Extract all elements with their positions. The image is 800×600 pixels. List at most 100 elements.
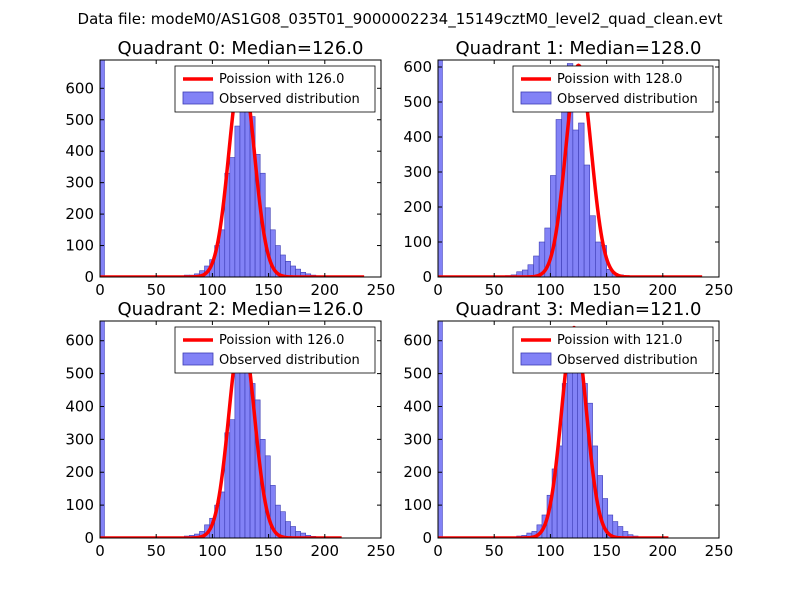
histogram-bar (595, 241, 602, 277)
y-tick-label: 0 (422, 268, 432, 286)
legend: Poission with 121.0 Observed distribution (512, 326, 714, 374)
histogram-bar (285, 260, 291, 277)
legend: Poission with 126.0 Observed distribution (174, 65, 376, 113)
x-tick-label: 200 (310, 542, 339, 560)
legend-bar-swatch (520, 91, 552, 105)
y-tick-label: 400 (403, 397, 432, 415)
histogram-bar (239, 97, 246, 277)
y-tick-label: 100 (65, 496, 94, 514)
y-tick-label: 200 (65, 463, 94, 481)
edge-bar (100, 321, 105, 538)
subplots-grid: 0 50 100 150 200 2500100200300400500600Quadra… (65, 38, 733, 560)
legend-bar-swatch (182, 352, 214, 366)
quadrant-2-plot: 0 50 100 150 200 250 0 100 200 300 400 500 600 Quadra… (65, 299, 395, 560)
histogram-bar (234, 366, 241, 538)
histogram-bar (239, 347, 246, 538)
y-tick-label: 300 (65, 430, 94, 448)
quadrant-title: Quadrant 1: Median=128.0 (456, 38, 702, 59)
x-tick-label: 0 (433, 542, 443, 560)
y-tick-label: 500 (403, 93, 432, 111)
legend-bar-label: Observed distribution (557, 92, 698, 107)
y-tick-label: 300 (65, 174, 94, 192)
legend-line-label: Poission with 121.0 (557, 333, 682, 348)
legend-line-label: Poission with 126.0 (219, 72, 344, 87)
y-tick-label: 0 (84, 268, 94, 286)
y-tick-label: 100 (65, 237, 94, 255)
histogram-bar (589, 215, 596, 277)
x-tick-label: 0 (433, 281, 443, 299)
histogram-bar (572, 129, 579, 277)
histogram-bar (550, 175, 557, 277)
legend-line-label: Poission with 126.0 (219, 333, 344, 348)
histogram-bar (578, 122, 585, 277)
x-tick-label: 50 (485, 542, 504, 560)
x-tick-label: 150 (254, 542, 283, 560)
x-tick-label: 50 (147, 542, 166, 560)
quadrant-3-plot: 0 50 100 150 200 250 0 100 200 300 400 500 600 Quadra… (403, 299, 733, 560)
x-tick-label: 0 (95, 542, 105, 560)
figure-title: Data file: modeM0/AS1G08_035T01_90000022… (78, 10, 723, 29)
quadrant-title: Quadrant 0: Median=126.0 (118, 38, 364, 59)
legend: Poission with 128.0 Observed distribution (512, 65, 714, 113)
y-tick-label: 600 (403, 58, 432, 76)
y-tick-label: 400 (65, 142, 94, 160)
axes-frame (437, 59, 720, 278)
histogram-bar (219, 491, 226, 538)
axes-frame (99, 320, 382, 539)
y-tick-label: 0 (84, 529, 94, 547)
y-tick-label: 300 (403, 163, 432, 181)
y-tick-label: 0 (422, 529, 432, 547)
y-tick-label: 600 (403, 332, 432, 350)
y-tick-label: 100 (403, 496, 432, 514)
y-tick-label: 600 (65, 332, 94, 350)
y-tick-label: 200 (65, 205, 94, 223)
legend-line-label: Poission with 128.0 (557, 72, 682, 87)
x-tick-label: 250 (705, 542, 734, 560)
x-tick-label: 250 (367, 281, 396, 299)
x-tick-label: 250 (367, 542, 396, 560)
y-tick-label: 200 (403, 463, 432, 481)
x-tick-label: 50 (147, 281, 166, 299)
histogram-bar (280, 511, 286, 538)
x-tick-label: 200 (648, 542, 677, 560)
x-tick-label: 0 (95, 281, 105, 299)
y-tick-label: 300 (403, 430, 432, 448)
histogram-bar (285, 521, 291, 538)
histogram-bar (583, 164, 591, 277)
quadrant-title: Quadrant 2: Median=126.0 (118, 299, 364, 320)
quadrant-title: Quadrant 3: Median=121.0 (456, 299, 702, 320)
y-tick-label: 400 (65, 397, 94, 415)
legend: Poission with 126.0 Observed distribution (174, 326, 376, 374)
legend-bar-swatch (520, 352, 552, 366)
poisson-line (100, 67, 365, 277)
x-tick-label: 50 (485, 281, 504, 299)
legend-bar-label: Observed distribution (557, 353, 698, 368)
y-tick-label: 500 (403, 365, 432, 383)
y-tick-label: 500 (65, 111, 94, 129)
histogram-bar (234, 125, 241, 277)
quadrant-0-plot-area (100, 60, 365, 277)
x-tick-label: 250 (705, 281, 734, 299)
quadrant-1-plot: 0 50 100 150 200 250 0 100 200 300 400 500 600 Quadra… (403, 38, 733, 299)
x-tick-label: 100 (198, 281, 227, 299)
edge-bar (100, 60, 105, 277)
x-tick-label: 200 (310, 281, 339, 299)
histogram-bar (566, 360, 573, 538)
quadrant-0-plot: 0 50 100 150 200 250 0 100 200 300 400 500 600 Quadra… (65, 38, 395, 299)
y-tick-label: 200 (403, 198, 432, 216)
histogram-bar (229, 419, 236, 538)
x-tick-label: 100 (536, 542, 565, 560)
legend-bar-label: Observed distribution (219, 92, 360, 107)
y-tick-label: 600 (65, 79, 94, 97)
edge-bar (438, 321, 443, 538)
poisson-line (100, 329, 343, 538)
histogram-bar (229, 157, 236, 277)
x-tick-label: 150 (592, 542, 621, 560)
y-tick-label: 100 (403, 233, 432, 251)
legend-bar-label: Observed distribution (219, 353, 360, 368)
axes-frame (99, 59, 382, 278)
x-tick-label: 150 (592, 281, 621, 299)
x-tick-label: 200 (648, 281, 677, 299)
y-tick-label: 400 (403, 128, 432, 146)
